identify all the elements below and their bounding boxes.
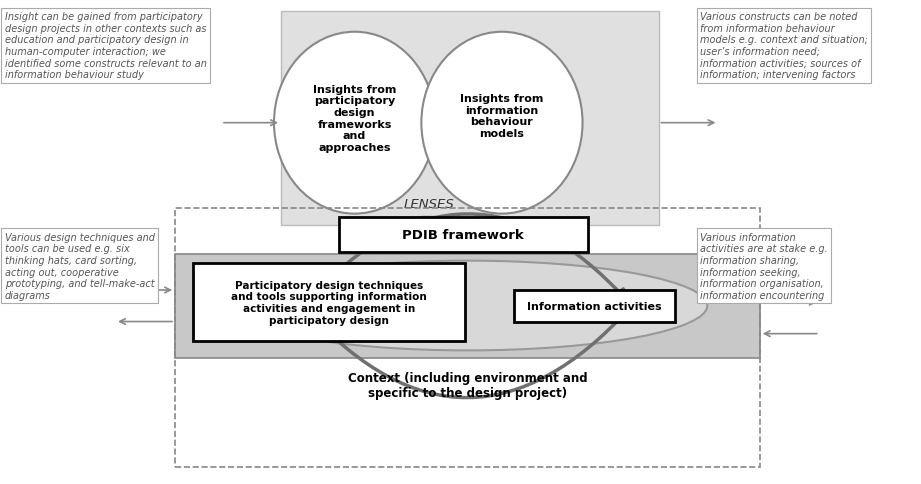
Text: Various constructs can be noted
from information behaviour
models e.g. context a: Various constructs can be noted from inf…: [700, 12, 868, 80]
Text: Insights from
information
behaviour
models: Insights from information behaviour mode…: [460, 94, 543, 138]
Text: Participatory design techniques
and tools supporting information
activities and : Participatory design techniques and tool…: [231, 280, 427, 325]
Bar: [339, 218, 588, 253]
Bar: [281, 12, 659, 225]
Ellipse shape: [422, 33, 583, 214]
Bar: [175, 254, 760, 358]
Ellipse shape: [274, 33, 435, 214]
Bar: [175, 208, 760, 467]
Ellipse shape: [228, 261, 707, 350]
Text: PDIB framework: PDIB framework: [402, 229, 524, 242]
Text: Various information
activities are at stake e.g.
information sharing,
informatio: Various information activities are at st…: [700, 232, 828, 300]
Bar: [193, 264, 465, 341]
Text: Information activities: Information activities: [527, 301, 662, 311]
Text: Various design techniques and
tools can be used e.g. six
thinking hats, card sor: Various design techniques and tools can …: [5, 232, 155, 300]
Bar: [514, 290, 675, 322]
Text: Insight can be gained from participatory
design projects in other contexts such : Insight can be gained from participatory…: [5, 12, 206, 80]
Text: Insights from
participatory
design
frameworks
and
approaches: Insights from participatory design frame…: [313, 85, 396, 152]
Text: LENSES: LENSES: [403, 198, 455, 211]
Text: Context (including environment and
specific to the design project): Context (including environment and speci…: [348, 371, 588, 399]
